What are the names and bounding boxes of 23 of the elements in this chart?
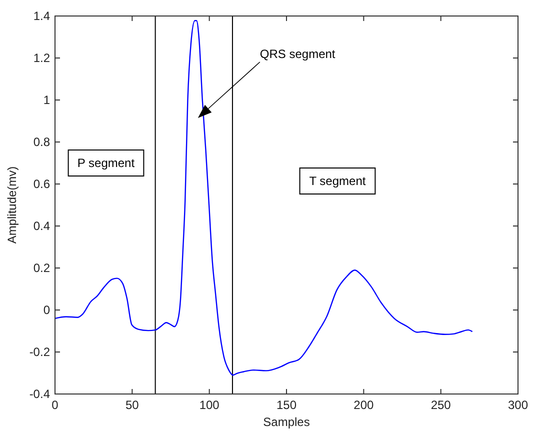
x-tick-label: 250	[430, 398, 452, 412]
x-tick-label: 300	[508, 398, 528, 412]
x-tick-label: 50	[125, 398, 140, 412]
annotation: QRS segment	[260, 47, 336, 61]
x-tick-label: 100	[199, 398, 220, 412]
annotation: T segment	[309, 174, 366, 188]
y-tick-label: 1.2	[33, 51, 50, 65]
line-series	[54, 20, 473, 376]
x-tick-label: 200	[354, 398, 374, 412]
y-tick-label: 0.2	[33, 261, 50, 275]
y-tick-label: 0.8	[33, 135, 50, 149]
y-tick-label: 1.4	[33, 9, 50, 23]
x-axis-title: Samples	[263, 415, 310, 429]
y-tick-label: -0.2	[29, 345, 50, 359]
x-tick-label: 150	[276, 398, 297, 412]
y-axis-title: Amplitude(mv)	[5, 166, 19, 244]
annotation: P segment	[77, 156, 136, 170]
y-tick-label: 1	[43, 93, 50, 107]
y-tick-label: -0.4	[29, 387, 50, 401]
y-tick-label: 0.6	[33, 177, 50, 191]
y-tick-label: 0.4	[33, 219, 50, 233]
x-tick-label: 0	[52, 398, 59, 412]
y-tick-label: 0	[43, 303, 50, 317]
